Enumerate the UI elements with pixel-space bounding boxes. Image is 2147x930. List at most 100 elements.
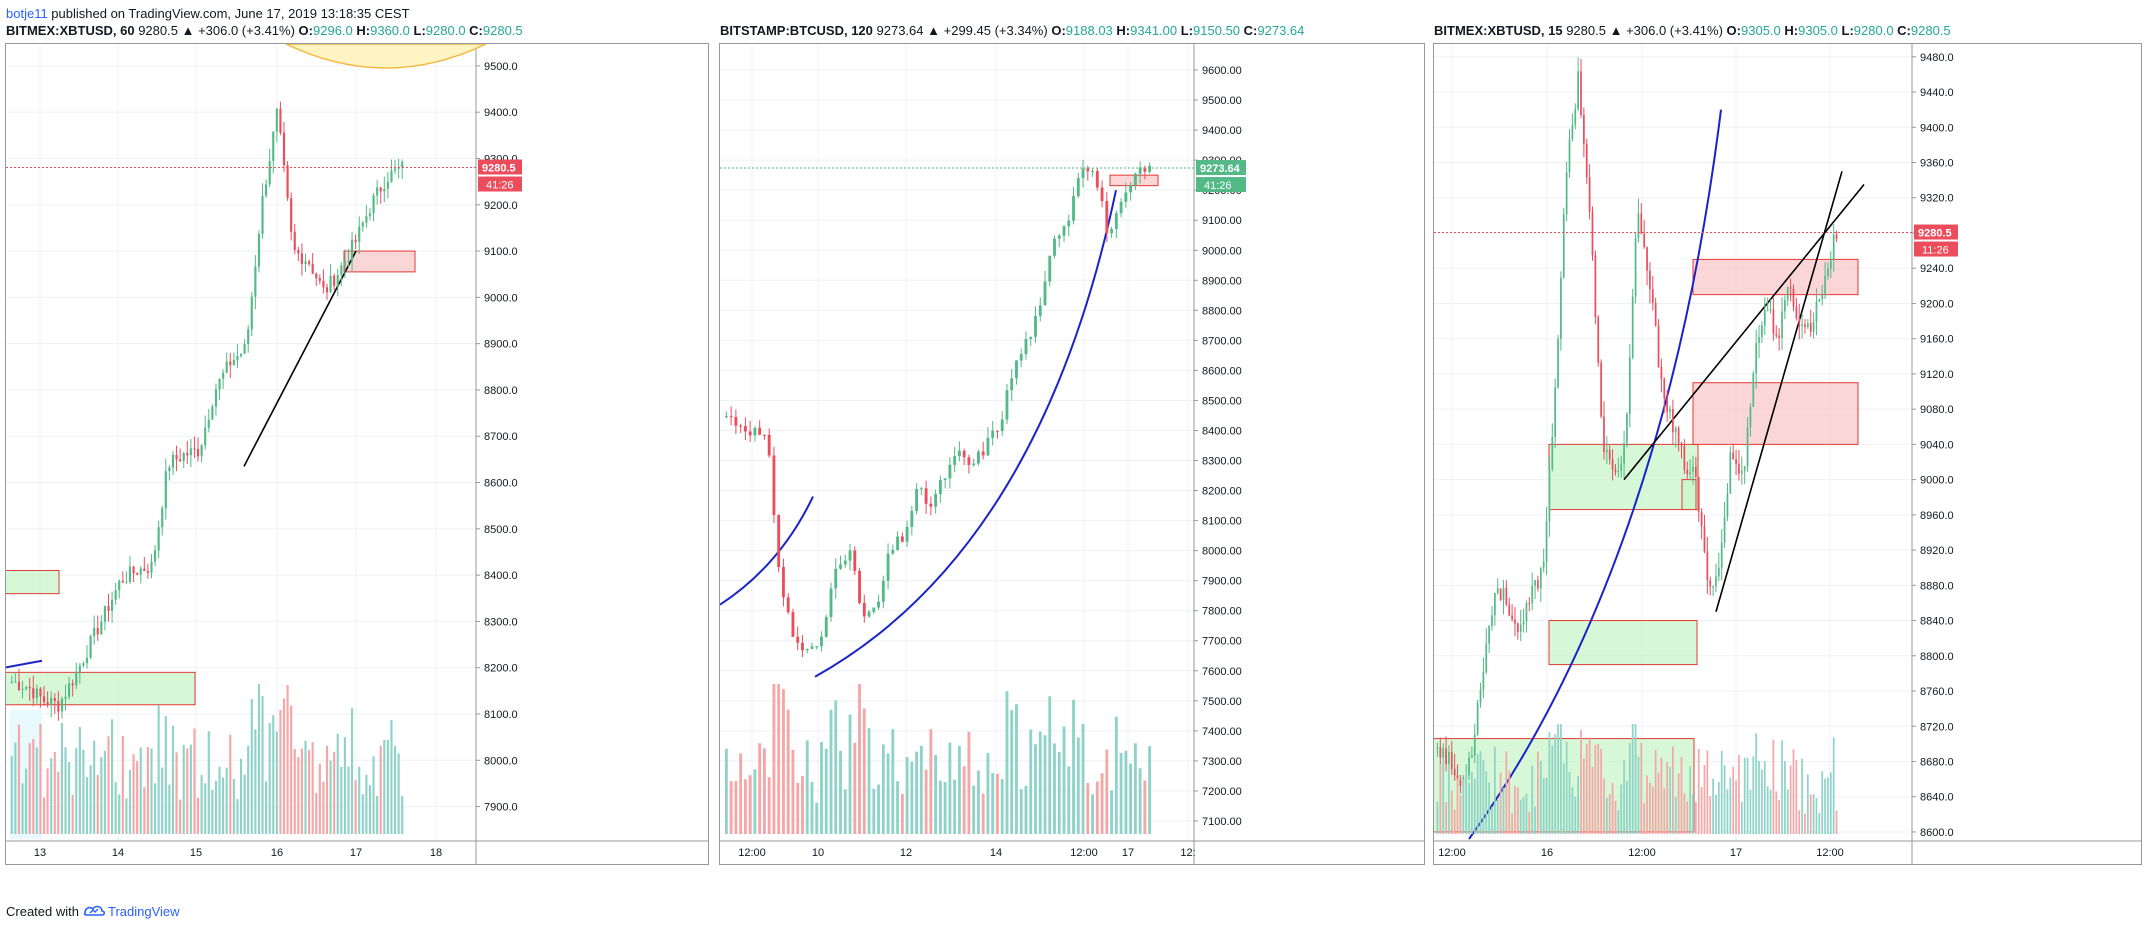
volume-bar <box>758 743 762 834</box>
candle-body <box>1124 192 1128 202</box>
volume-bar <box>1465 771 1468 834</box>
volume-bar <box>333 752 336 834</box>
chart-panel-3[interactable]: 9480.09440.09400.09360.09320.09280.09240… <box>1433 43 2142 865</box>
chart-3-canvas[interactable]: 9480.09440.09400.09360.09320.09280.09240… <box>1434 44 2141 864</box>
volume-bar <box>1600 748 1602 834</box>
time-tick-label: 15 <box>190 847 202 859</box>
volume-bar <box>1148 746 1152 834</box>
price-tick-label: 8600.0 <box>484 478 518 490</box>
candle-body <box>1827 268 1829 276</box>
candle-body <box>1755 342 1758 374</box>
price-tick-label: 8800.0 <box>1920 651 1954 663</box>
candle-body <box>1129 185 1133 193</box>
candle-body <box>1674 427 1677 433</box>
candle-body <box>257 234 261 267</box>
volume-bar <box>1735 780 1737 834</box>
candle-body <box>243 344 246 354</box>
candle-body <box>1057 235 1061 239</box>
volume-bar <box>986 753 990 834</box>
candle-body <box>1726 493 1729 517</box>
low-value: 9280.0 <box>425 23 466 38</box>
candle-body <box>96 628 99 635</box>
candle-body <box>1491 615 1493 627</box>
candle-body <box>1729 452 1732 494</box>
volume-bar <box>1471 771 1473 834</box>
candle-body <box>1494 592 1496 616</box>
volume-bar <box>175 752 178 834</box>
candle-body <box>1795 306 1798 319</box>
candle-body <box>796 636 800 643</box>
candle-body <box>143 568 146 571</box>
volume-bar <box>1476 753 1479 834</box>
price-tick-label: 9200.0 <box>484 200 518 212</box>
volume-bar <box>14 742 17 834</box>
author-link[interactable]: botje11 <box>6 6 48 21</box>
price-tick-label: 9400.00 <box>1202 125 1242 137</box>
volume-bar <box>243 774 246 834</box>
candle-body <box>743 426 747 432</box>
support-zone <box>6 569 60 595</box>
price-tick-label: 9100.00 <box>1202 215 1242 227</box>
candle-body <box>905 526 909 542</box>
tradingview-link[interactable]: TradingView <box>107 904 180 919</box>
candle-body <box>1818 299 1821 302</box>
volume-bar <box>1445 802 1447 834</box>
trend-line <box>6 659 43 669</box>
candle-body <box>1766 309 1769 311</box>
chart-1-canvas[interactable]: 9500.09400.09300.09200.09100.09000.08900… <box>6 44 708 864</box>
volume-bar <box>1534 806 1536 834</box>
candle-body <box>53 697 56 702</box>
candle-body <box>1459 779 1462 787</box>
candle-body <box>175 454 178 460</box>
candle-body <box>114 590 117 600</box>
candle-body <box>767 434 771 456</box>
open-value: 9188.03 <box>1065 23 1113 38</box>
candle-body <box>17 681 21 690</box>
candle-body <box>368 213 372 217</box>
tradingview-logo-icon <box>82 903 106 922</box>
volume-bar <box>118 794 121 834</box>
candle-body <box>146 570 149 573</box>
volume-bar <box>401 796 404 834</box>
price-tick-label: 8700.0 <box>484 431 518 443</box>
volume-bar <box>1029 729 1033 834</box>
candle-body <box>214 389 218 407</box>
candle-body <box>57 701 60 712</box>
price-tick-label: 9100.0 <box>484 246 518 258</box>
volume-bar <box>1519 799 1522 834</box>
volume-bar <box>1062 726 1066 834</box>
chart-panel-2[interactable]: 9600.009500.009400.009300.009200.009100.… <box>719 43 1425 865</box>
candle-body <box>1646 247 1648 271</box>
candle-body <box>290 198 293 232</box>
volume-bar <box>239 758 243 834</box>
price-tick-label: 9240.0 <box>1920 263 1954 275</box>
candle-body <box>1654 302 1657 326</box>
volume-bar <box>1436 801 1439 834</box>
candle-body <box>839 564 842 569</box>
volume-bar <box>153 783 157 834</box>
candle-body <box>376 187 379 196</box>
candle-body <box>265 184 268 196</box>
volume-bar <box>1778 800 1780 834</box>
candle-body <box>336 274 339 286</box>
chart-panel-1[interactable]: 9500.0 9400.0 9300.0 9200.0 9100.0 9000.0 8900… <box>5 43 709 865</box>
volume-bar <box>1738 755 1740 834</box>
candle-body <box>308 261 311 264</box>
volume-bar <box>1769 789 1772 834</box>
candle-body <box>1091 171 1094 173</box>
volume-bar <box>1706 750 1709 834</box>
volume-bar <box>934 754 938 834</box>
candle-body <box>1496 588 1499 593</box>
chart-2-canvas[interactable]: 9600.009500.009400.009300.009200.009100.… <box>720 44 1424 864</box>
candle-body <box>1594 255 1597 318</box>
price-tick-label: 9320.0 <box>1920 193 1954 205</box>
candle-body <box>953 456 957 465</box>
price-tick-label: 8720.0 <box>1920 721 1954 733</box>
volume-bar <box>1674 796 1677 834</box>
volume-bar <box>1568 772 1571 834</box>
price-tick-label: 7900.0 <box>484 802 518 814</box>
candle-body <box>729 416 733 418</box>
last-price: 9273.64 <box>876 23 924 38</box>
candle-body <box>896 536 900 550</box>
price-badge-label: 9273.64 <box>1200 163 1241 175</box>
